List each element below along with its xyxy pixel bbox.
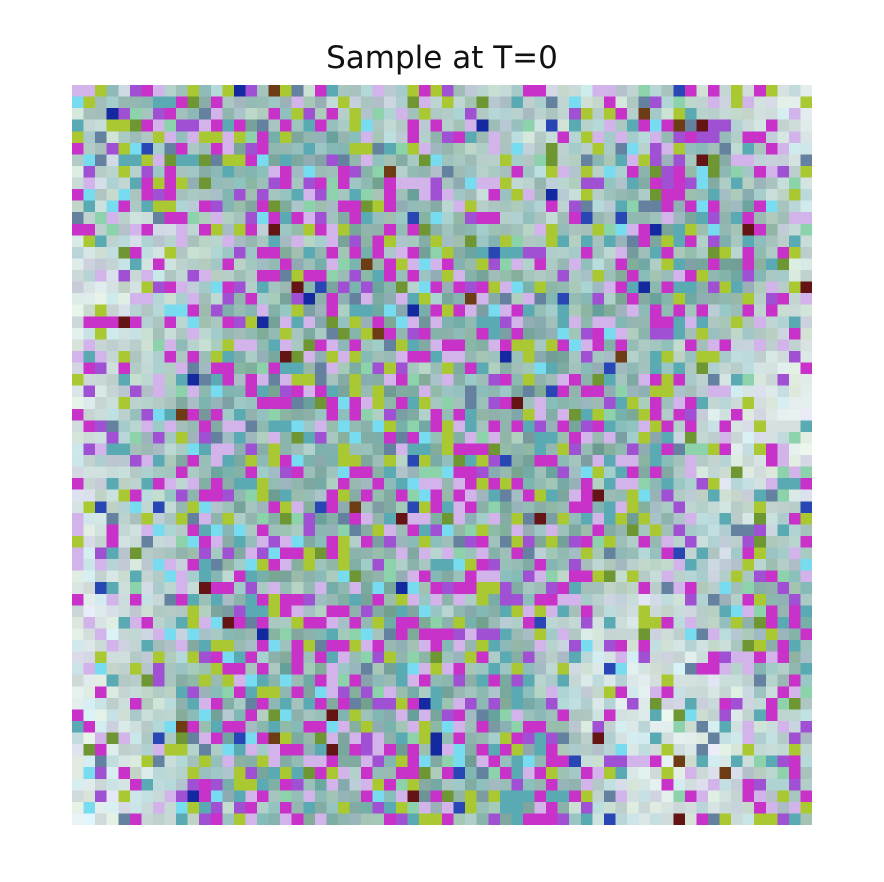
figure-title: Sample at T=0 — [326, 40, 558, 76]
noise-sample-canvas — [72, 85, 812, 825]
sample-image — [72, 85, 812, 825]
